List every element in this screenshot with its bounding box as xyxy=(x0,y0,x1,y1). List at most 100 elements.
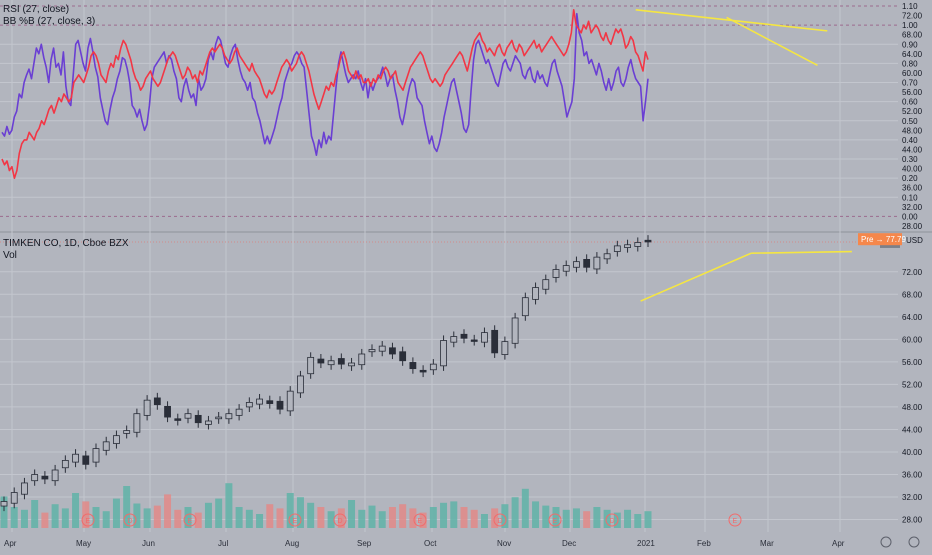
event-marker[interactable] xyxy=(288,513,302,527)
candle-body[interactable] xyxy=(511,317,519,344)
candle-body[interactable] xyxy=(419,369,427,373)
candle-body[interactable] xyxy=(562,265,570,272)
volume-bar[interactable] xyxy=(10,507,18,528)
candle-body[interactable] xyxy=(603,253,611,260)
candle-body[interactable] xyxy=(205,420,212,425)
candle-body[interactable] xyxy=(532,287,539,300)
candle-body[interactable] xyxy=(276,400,284,410)
candle-body[interactable] xyxy=(593,256,601,270)
volume-bar[interactable] xyxy=(532,501,540,528)
volume-bar[interactable] xyxy=(112,498,120,528)
volume-bar[interactable] xyxy=(41,512,49,528)
candle-body[interactable] xyxy=(542,279,550,290)
candle-body[interactable] xyxy=(450,336,458,343)
candle-body[interactable] xyxy=(256,398,263,405)
support-trendline-1[interactable] xyxy=(640,252,752,302)
candle-body[interactable] xyxy=(245,402,253,408)
candle-body[interactable] xyxy=(92,448,100,463)
candle-body[interactable] xyxy=(348,362,355,367)
candle-body[interactable] xyxy=(113,435,120,444)
volume-bar[interactable] xyxy=(480,514,488,528)
candle-body[interactable] xyxy=(634,242,642,247)
candle-body[interactable] xyxy=(184,413,192,419)
candle-body[interactable] xyxy=(41,475,49,480)
volume-bar[interactable] xyxy=(440,502,448,528)
candle-body[interactable] xyxy=(613,245,621,252)
volume-bar[interactable] xyxy=(153,505,161,528)
volume-bar[interactable] xyxy=(572,508,580,528)
event-marker[interactable] xyxy=(333,513,347,527)
candle-body[interactable] xyxy=(174,418,182,421)
candle-body[interactable] xyxy=(552,269,560,278)
volume-bar[interactable] xyxy=(174,509,182,528)
candle-body[interactable] xyxy=(31,474,39,482)
volume-bar[interactable] xyxy=(31,500,39,528)
volume-bar[interactable] xyxy=(593,507,601,528)
volume-bar[interactable] xyxy=(378,511,386,528)
candle-body[interactable] xyxy=(501,341,509,355)
volume-bar[interactable] xyxy=(92,507,100,528)
volume-bar[interactable] xyxy=(644,511,652,528)
candle-body[interactable] xyxy=(235,408,243,416)
event-marker[interactable] xyxy=(123,513,137,527)
candle-body[interactable] xyxy=(153,397,161,406)
candle-body[interactable] xyxy=(389,347,396,355)
volume-bar[interactable] xyxy=(102,511,110,528)
volume-bar[interactable] xyxy=(194,512,202,528)
bbpb-series-line[interactable] xyxy=(1,9,649,179)
candle-body[interactable] xyxy=(51,469,59,482)
candle-body[interactable] xyxy=(215,416,223,420)
volume-bar[interactable] xyxy=(429,507,437,528)
volume-bar[interactable] xyxy=(419,512,427,528)
volume-bar[interactable] xyxy=(399,504,407,528)
volume-bar[interactable] xyxy=(204,502,212,528)
candle-body[interactable] xyxy=(368,349,376,353)
volume-bar[interactable] xyxy=(286,493,294,528)
candle-body[interactable] xyxy=(460,333,468,339)
candle-body[interactable] xyxy=(583,258,591,268)
volume-bar[interactable] xyxy=(61,508,69,528)
volume-bar[interactable] xyxy=(368,505,376,528)
volume-bar[interactable] xyxy=(235,507,243,528)
volume-bar[interactable] xyxy=(245,509,253,528)
volume-bar[interactable] xyxy=(613,512,621,528)
volume-bar[interactable] xyxy=(634,514,642,528)
volume-bar[interactable] xyxy=(184,507,192,528)
candle-body[interactable] xyxy=(82,455,90,465)
candle-body[interactable] xyxy=(624,244,631,248)
scale-icon[interactable] xyxy=(908,536,920,548)
candle-body[interactable] xyxy=(194,414,202,424)
volume-bar[interactable] xyxy=(542,505,550,528)
candle-body[interactable] xyxy=(378,345,386,352)
event-marker[interactable] xyxy=(728,513,742,527)
volume-bar[interactable] xyxy=(460,507,468,528)
candle-body[interactable] xyxy=(491,329,499,354)
volume-bar[interactable] xyxy=(20,509,28,528)
event-marker[interactable] xyxy=(493,513,507,527)
volume-bar[interactable] xyxy=(358,509,366,528)
volume-bar[interactable] xyxy=(266,504,274,528)
volume-bar[interactable] xyxy=(409,508,417,528)
volume-bar[interactable] xyxy=(583,511,591,528)
candle-body[interactable] xyxy=(429,363,437,371)
legend-volume[interactable]: Vol xyxy=(3,250,17,261)
candle-body[interactable] xyxy=(10,492,18,504)
volume-bar[interactable] xyxy=(256,514,264,528)
candle-body[interactable] xyxy=(61,460,69,469)
volume-bar[interactable] xyxy=(307,502,315,528)
event-marker[interactable] xyxy=(413,513,427,527)
candle-body[interactable] xyxy=(399,351,407,362)
volume-bar[interactable] xyxy=(624,509,632,528)
upper-trendline-2[interactable] xyxy=(726,16,818,67)
volume-bar[interactable] xyxy=(603,509,611,528)
volume-bar[interactable] xyxy=(317,507,325,528)
event-marker[interactable] xyxy=(548,513,562,527)
candle-body[interactable] xyxy=(573,261,580,268)
settings-icon[interactable] xyxy=(880,536,892,548)
volume-bar[interactable] xyxy=(296,497,304,528)
event-marker[interactable] xyxy=(81,513,95,527)
volume-bar[interactable] xyxy=(276,508,284,528)
candle-body[interactable] xyxy=(286,390,294,412)
